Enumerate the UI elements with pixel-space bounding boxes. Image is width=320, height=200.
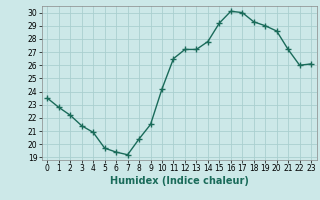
X-axis label: Humidex (Indice chaleur): Humidex (Indice chaleur) [110, 176, 249, 186]
